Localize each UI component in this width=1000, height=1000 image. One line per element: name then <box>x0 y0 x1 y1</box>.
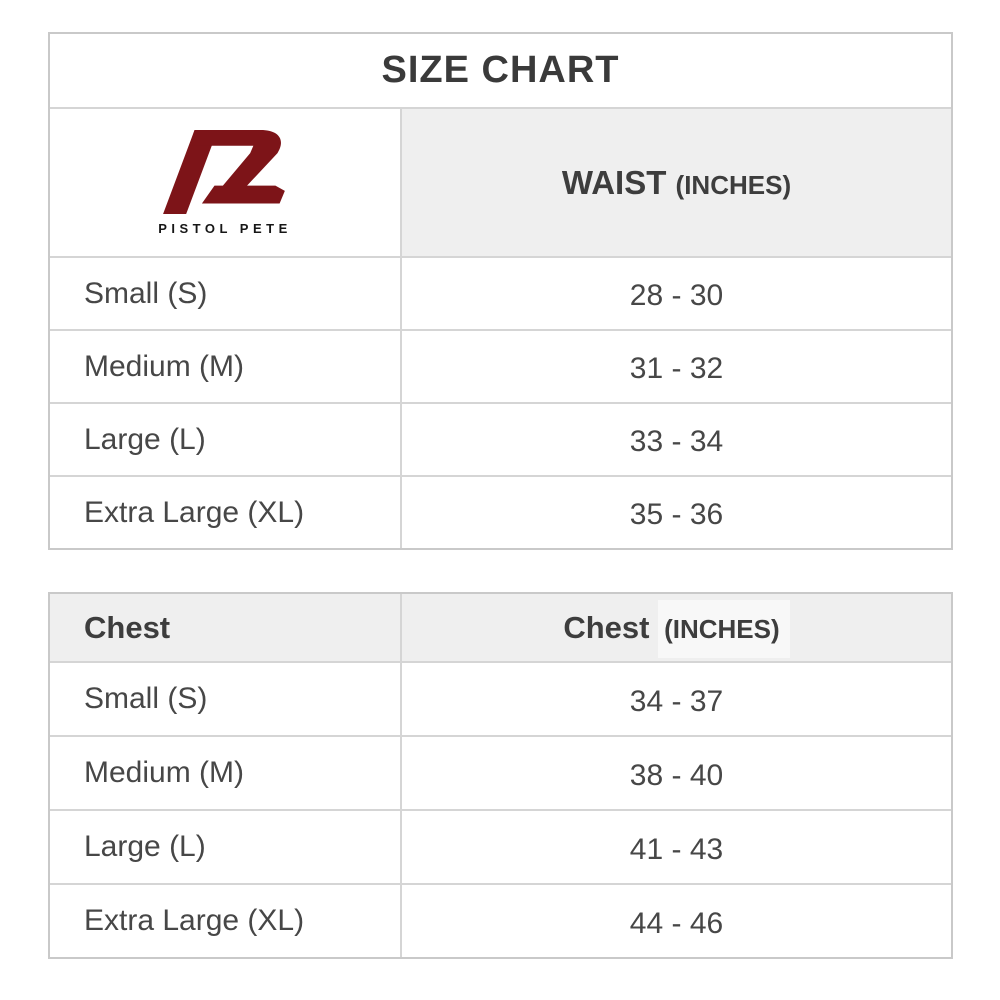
chest-header-left-cell: Chest <box>50 594 402 661</box>
brand-name: PISTOL PETE <box>158 220 292 236</box>
size-label: Small (S) <box>84 276 208 310</box>
size-label: Medium (M) <box>84 756 245 789</box>
range-value: 44 - 46 <box>629 906 724 940</box>
size-label: Extra Large (XL) <box>84 904 305 937</box>
table-row: Extra Large (XL) 44 - 46 <box>50 883 951 957</box>
waist-header-cell: WAIST (INCHES) <box>402 109 951 256</box>
size-label: Medium (M) <box>84 349 245 383</box>
table-row: Extra Large (XL) 35 - 36 <box>50 475 951 548</box>
table-row: Medium (M) 38 - 40 <box>50 735 951 809</box>
range-value: 28 - 30 <box>629 279 724 312</box>
range-value: 31 - 32 <box>629 352 724 385</box>
chest-header-right-cell: Chest (INCHES) <box>402 594 951 661</box>
size-label: Small (S) <box>84 682 208 715</box>
page-title: SIZE CHART <box>381 49 620 91</box>
chest-measure-label: Chest (INCHES) <box>563 599 790 658</box>
brand-logo: PISTOL PETE <box>158 129 292 236</box>
pistol-pete-monogram-icon <box>163 129 285 214</box>
brand-header-row: PISTOL PETE WAIST (INCHES) <box>50 107 951 256</box>
chest-size-table: Chest Chest (INCHES) Small (S) 34 - 37 M… <box>48 592 953 959</box>
waist-unit-label: (INCHES) <box>675 169 792 200</box>
range-value: 38 - 40 <box>629 758 724 792</box>
range-value: 41 - 43 <box>629 832 724 866</box>
range-value: 34 - 37 <box>629 684 724 718</box>
waist-size-table: SIZE CHART PISTOL PETE WAIST (INCHES) Sm… <box>48 32 953 550</box>
waist-header-label: WAIST (INCHES) <box>561 163 792 201</box>
size-label: Large (L) <box>84 830 206 863</box>
table-row: Small (S) 28 - 30 <box>50 256 951 329</box>
size-label: Extra Large (XL) <box>84 495 305 529</box>
range-value: 35 - 36 <box>629 498 724 531</box>
table-row: Small (S) 34 - 37 <box>50 661 951 735</box>
table-row: Large (L) 41 - 43 <box>50 809 951 883</box>
table-row: Large (L) 33 - 34 <box>50 402 951 475</box>
range-value: 33 - 34 <box>629 425 724 458</box>
chest-header-label: Chest <box>84 609 171 645</box>
size-label: Large (L) <box>84 422 206 456</box>
chest-unit-label: (INCHES) <box>658 599 790 658</box>
title-row: SIZE CHART <box>50 34 951 107</box>
chest-header-row: Chest Chest (INCHES) <box>50 594 951 661</box>
brand-logo-cell: PISTOL PETE <box>50 109 402 256</box>
table-row: Medium (M) 31 - 32 <box>50 329 951 402</box>
